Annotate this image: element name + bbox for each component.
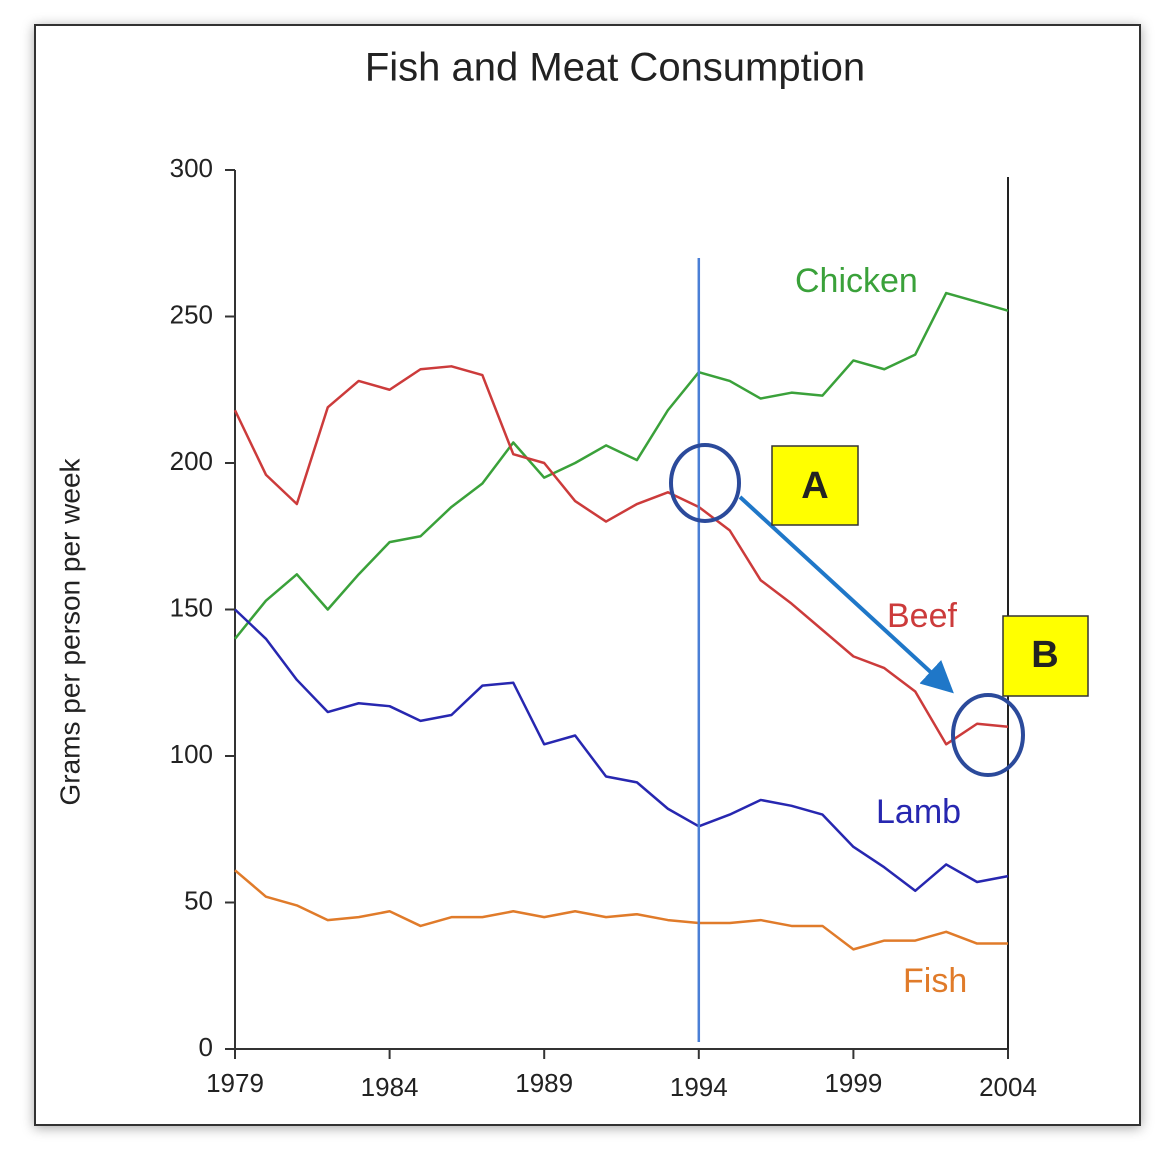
x-tick-label: 2004 (979, 1072, 1037, 1102)
x-tick-label: 1989 (515, 1068, 573, 1098)
x-tick-label: 1994 (670, 1072, 728, 1102)
series-line (234, 291, 1009, 640)
series-line (234, 608, 1009, 893)
annotation: A (801, 465, 828, 507)
series-label: Chicken (795, 262, 918, 300)
x-tick-label: 1984 (361, 1072, 419, 1102)
frame (34, 24, 1141, 1126)
y-tick-label: 300 (170, 153, 213, 183)
y-axis-label: Grams per person per week (54, 457, 85, 805)
y-tick-label: 250 (170, 299, 213, 329)
y-tick-label: 100 (170, 739, 213, 769)
x-tick-label: 1979 (206, 1068, 264, 1098)
circle-b (951, 693, 1025, 777)
arrow (738, 495, 954, 694)
series-label: Beef (887, 597, 957, 635)
series-label: Fish (903, 962, 967, 1000)
series-label: Lamb (876, 793, 961, 831)
series-line (233, 365, 1009, 746)
y-tick-label: 200 (170, 446, 213, 476)
series-line (234, 869, 1008, 951)
circle-a (669, 443, 741, 523)
y-tick-label: 150 (170, 592, 213, 622)
y-tick-label: 0 (199, 1032, 213, 1062)
annotation: B (1031, 634, 1058, 676)
annotation-box (1002, 615, 1089, 697)
annotation-box (771, 445, 859, 526)
chart-title: Fish and Meat Consumption (365, 46, 865, 90)
x-tick-label: 1999 (824, 1068, 882, 1098)
y-tick-label: 50 (184, 885, 213, 915)
